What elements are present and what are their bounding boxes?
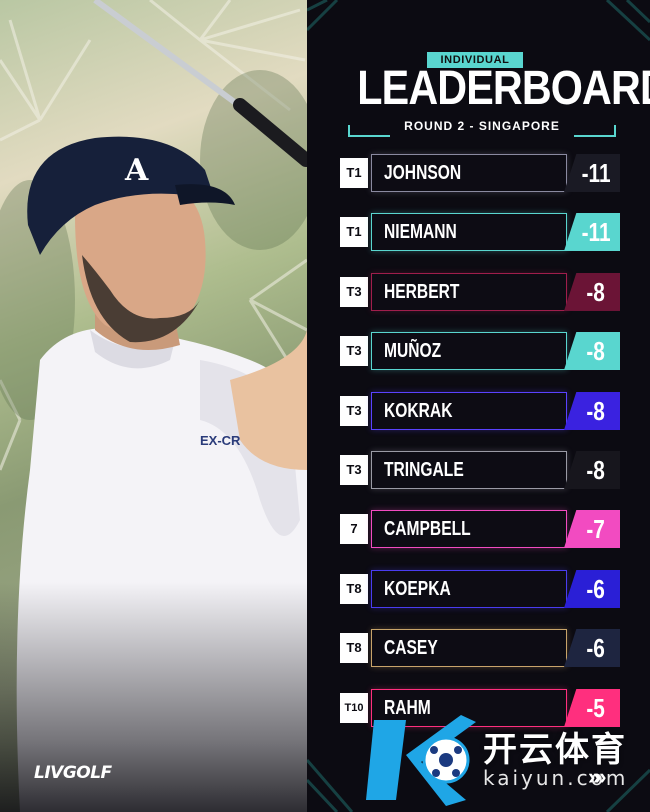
player-name: CAMPBELL [384, 518, 471, 540]
player-name-box: KOKRAK [371, 392, 567, 430]
player-photo: A EX-CR [0, 0, 307, 812]
leaderboard-row: T8 KOEPKA -6 [340, 569, 620, 611]
player-name: CASEY [384, 637, 438, 659]
position-badge: T8 [340, 574, 368, 604]
score-badge: -7 [564, 510, 620, 548]
score-badge: -8 [564, 273, 620, 311]
player-name: MUÑOZ [384, 340, 442, 362]
player-name: NIEMANN [384, 221, 457, 243]
position-badge: T1 [340, 217, 368, 247]
leaderboard-row: T1 JOHNSON -11 [340, 153, 620, 195]
round-subtitle: ROUND 2 - SINGAPORE [348, 115, 616, 137]
decorative-lines [307, 0, 650, 812]
score-value: -6 [586, 574, 606, 604]
player-name: JOHNSON [384, 162, 462, 184]
player-name-box: TRINGALE [371, 451, 567, 489]
player-name-box: CASEY [371, 629, 567, 667]
watermark-logo [366, 715, 476, 806]
player-name: RAHM [384, 697, 431, 719]
score-value: -11 [581, 158, 611, 188]
leaderboard-row: T8 CASEY -6 [340, 628, 620, 670]
player-name-box: HERBERT [371, 273, 567, 311]
player-name: KOKRAK [384, 400, 453, 422]
svg-text:EX-CR: EX-CR [200, 433, 241, 448]
position-badge: T3 [340, 455, 368, 485]
subtitle-bracket-right [574, 125, 616, 137]
score-badge: -8 [564, 332, 620, 370]
leaderboard-row: T3 KOKRAK -8 [340, 391, 620, 433]
svg-text:A: A [124, 153, 149, 188]
player-name-box: NIEMANN [371, 213, 567, 251]
livgolf-logo: LIVGOLF [34, 763, 112, 783]
subtitle-bracket-left [348, 125, 390, 137]
player-name-box: CAMPBELL [371, 510, 567, 548]
player-name: HERBERT [384, 281, 460, 303]
score-badge: -8 [564, 392, 620, 430]
leaderboard-row: T1 NIEMANN -11 [340, 212, 620, 254]
score-value: -6 [586, 633, 606, 663]
score-value: -8 [586, 396, 606, 426]
score-value: -7 [586, 514, 606, 544]
score-value: -8 [586, 277, 606, 307]
position-badge: T8 [340, 633, 368, 663]
score-badge: -5 [564, 689, 620, 727]
score-badge: -6 [564, 629, 620, 667]
score-value: -5 [586, 693, 606, 723]
score-badge: -11 [564, 154, 620, 192]
watermark-chinese: 开云体育 [483, 730, 627, 770]
position-badge: T10 [340, 693, 368, 723]
player-name-box: JOHNSON [371, 154, 567, 192]
player-name: KOEPKA [384, 578, 451, 600]
position-badge: T3 [340, 336, 368, 366]
leaderboard-row: T3 TRINGALE -8 [340, 450, 620, 492]
watermark-arrows: »» [588, 764, 607, 789]
position-badge: T3 [340, 277, 368, 307]
player-name-box: MUÑOZ [371, 332, 567, 370]
photo-shade [0, 582, 307, 812]
score-value: -8 [586, 336, 606, 366]
score-value: -11 [581, 217, 611, 247]
category-tag: INDIVIDUAL [427, 52, 523, 68]
score-badge: -6 [564, 570, 620, 608]
position-badge: T3 [340, 396, 368, 426]
player-name: TRINGALE [384, 459, 464, 481]
position-badge: 7 [340, 514, 368, 544]
player-name-box: KOEPKA [371, 570, 567, 608]
position-badge: T1 [340, 158, 368, 188]
leaderboard-row: T3 MUÑOZ -8 [340, 331, 620, 373]
page-title: LEADERBOARD [357, 62, 650, 115]
watermark-latin: kaiyun.com [483, 766, 629, 790]
score-badge: -8 [564, 451, 620, 489]
subtitle-text: ROUND 2 - SINGAPORE [404, 119, 560, 133]
leaderboard-row: 7 CAMPBELL -7 [340, 509, 620, 551]
score-value: -8 [586, 455, 606, 485]
leaderboard-row: T3 HERBERT -8 [340, 272, 620, 314]
score-badge: -11 [564, 213, 620, 251]
